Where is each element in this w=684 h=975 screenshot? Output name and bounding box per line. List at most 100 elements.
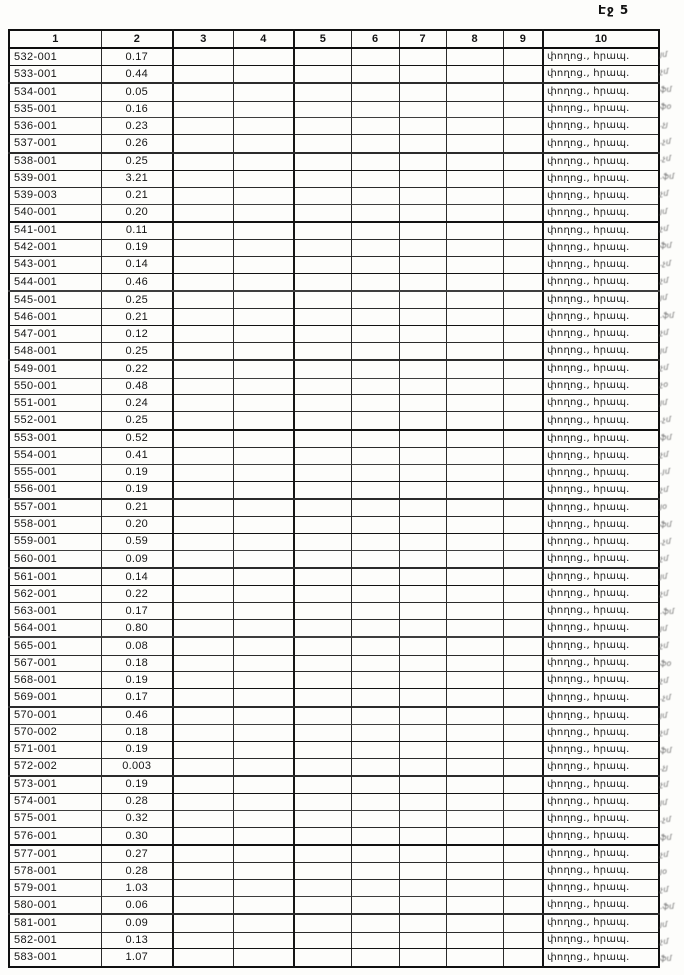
cell-empty-5 (293, 308, 352, 327)
cell-empty-8 (445, 567, 504, 587)
cell-note: փողոց., հրապ. (542, 757, 660, 777)
margin-mark: յօ (659, 502, 668, 512)
cell-empty-5 (293, 480, 352, 500)
table-row: 534-001 0.05 փողոց., հրապ. (8, 82, 660, 102)
cell-empty-4 (232, 272, 295, 293)
cell-empty-5 (293, 879, 352, 898)
cell-empty-6 (350, 377, 400, 396)
cell-empty-4 (232, 706, 295, 725)
margin-mark: .ֆմ (659, 606, 675, 616)
table-body: 532-001 0.17 փողոց., հրապ. 533-001 0.44 … (8, 47, 660, 968)
cell-empty-8 (445, 446, 504, 465)
cell-empty-3 (172, 100, 234, 119)
margin-mark: .ֆմ (659, 902, 675, 912)
cell-value: 0.26 (100, 134, 174, 154)
table-row: 540-001 0.20 փողոց., հրապ. (8, 203, 660, 223)
margin-mark: չմ (659, 850, 669, 860)
cell-note: փողոց., հրապ. (542, 203, 660, 223)
cell-empty-6 (350, 516, 400, 534)
cell-empty-6 (350, 152, 400, 171)
cell-empty-3 (172, 325, 234, 344)
table-row: 552-001 0.25 փողոց., հրապ. (8, 411, 660, 431)
cell-empty-5 (293, 688, 352, 708)
cell-empty-8 (445, 671, 504, 690)
column-header: 6 (350, 29, 400, 49)
cell-empty-9 (502, 308, 544, 327)
cell-empty-3 (172, 931, 234, 950)
table-row: 563-001 0.17 փողոց., հրապ. (8, 602, 660, 621)
cell-empty-4 (232, 377, 295, 396)
cell-empty-3 (172, 809, 234, 828)
cell-empty-4 (232, 723, 295, 742)
table-row: 546-001 0.21 փողոց., հրապ. (8, 308, 660, 327)
cell-empty-3 (172, 879, 234, 898)
cell-empty-6 (350, 498, 400, 518)
cell-empty-3 (172, 290, 234, 310)
cell-value: 0.19 (100, 463, 174, 482)
cell-empty-7 (398, 186, 447, 205)
cell-value: 0.14 (100, 567, 174, 587)
column-header: 8 (445, 29, 504, 49)
cell-empty-9 (502, 186, 544, 205)
cell-id: 555-001 (8, 463, 102, 482)
cell-empty-3 (172, 152, 234, 171)
table-row: 545-001 0.25 փողոց., հրապ. (8, 290, 660, 310)
cell-empty-5 (293, 394, 352, 413)
cell-note: փողոց., հրապ. (542, 809, 660, 828)
cell-id: 579-001 (8, 879, 102, 898)
cell-empty-4 (232, 948, 295, 968)
cell-value: 1.03 (100, 879, 174, 898)
cell-empty-6 (350, 65, 400, 85)
cell-empty-7 (398, 117, 447, 136)
cell-empty-3 (172, 342, 234, 362)
cell-empty-7 (398, 740, 447, 759)
cell-empty-7 (398, 82, 447, 102)
table-row: 564-001 0.80 փողոց., հրապ. (8, 619, 660, 639)
cell-empty-9 (502, 879, 544, 898)
cell-empty-5 (293, 516, 352, 534)
cell-note: փողոց., հրապ. (542, 377, 660, 396)
table-row: 539-003 0.21 փողոց., հրապ. (8, 186, 660, 205)
cell-empty-7 (398, 688, 447, 708)
cell-empty-3 (172, 516, 234, 534)
table-row: 556-001 0.19 փողոց., հրապ. (8, 480, 660, 500)
table-row: 567-001 0.18 փողոց., հրապ. (8, 654, 660, 673)
cell-empty-6 (350, 308, 400, 327)
cell-empty-4 (232, 100, 295, 119)
cell-empty-3 (172, 463, 234, 482)
cell-empty-5 (293, 498, 352, 518)
cell-empty-3 (172, 65, 234, 85)
cell-empty-9 (502, 134, 544, 154)
column-header: 5 (293, 29, 352, 49)
cell-empty-9 (502, 740, 544, 759)
cell-empty-6 (350, 221, 400, 241)
cell-empty-8 (445, 862, 504, 881)
cell-empty-9 (502, 532, 544, 551)
cell-empty-3 (172, 498, 234, 518)
margin-mark: .յմ (659, 467, 671, 477)
cell-note: փողոց., հրապ. (542, 723, 660, 742)
table-row: 581-001 0.09 փողոց., հրապ. (8, 913, 660, 933)
cell-empty-7 (398, 844, 447, 864)
cell-empty-9 (502, 654, 544, 673)
table-row: 576-001 0.30 փողոց., հրապ. (8, 826, 660, 847)
cell-empty-5 (293, 100, 352, 119)
cell-empty-8 (445, 152, 504, 171)
table-row: 547-001 0.12 փողոց., հրապ. (8, 325, 660, 344)
table-row: 537-001 0.26 փողոց., հրապ. (8, 134, 660, 154)
cell-empty-9 (502, 359, 544, 379)
cell-empty-7 (398, 619, 447, 639)
cell-id: 534-001 (8, 82, 102, 102)
cell-value: 0.17 (100, 688, 174, 708)
cell-value: 0.28 (100, 793, 174, 811)
cell-empty-4 (232, 65, 295, 85)
cell-id: 562-001 (8, 585, 102, 604)
cell-empty-4 (232, 740, 295, 759)
margin-mark: չմ (659, 676, 669, 686)
table-row: 559-001 0.59 փողոց., հրապ. (8, 532, 660, 551)
cell-empty-4 (232, 394, 295, 413)
cell-empty-5 (293, 567, 352, 587)
cell-value: 0.25 (100, 342, 174, 362)
cell-empty-4 (232, 826, 295, 847)
cell-value: 0.19 (100, 480, 174, 500)
